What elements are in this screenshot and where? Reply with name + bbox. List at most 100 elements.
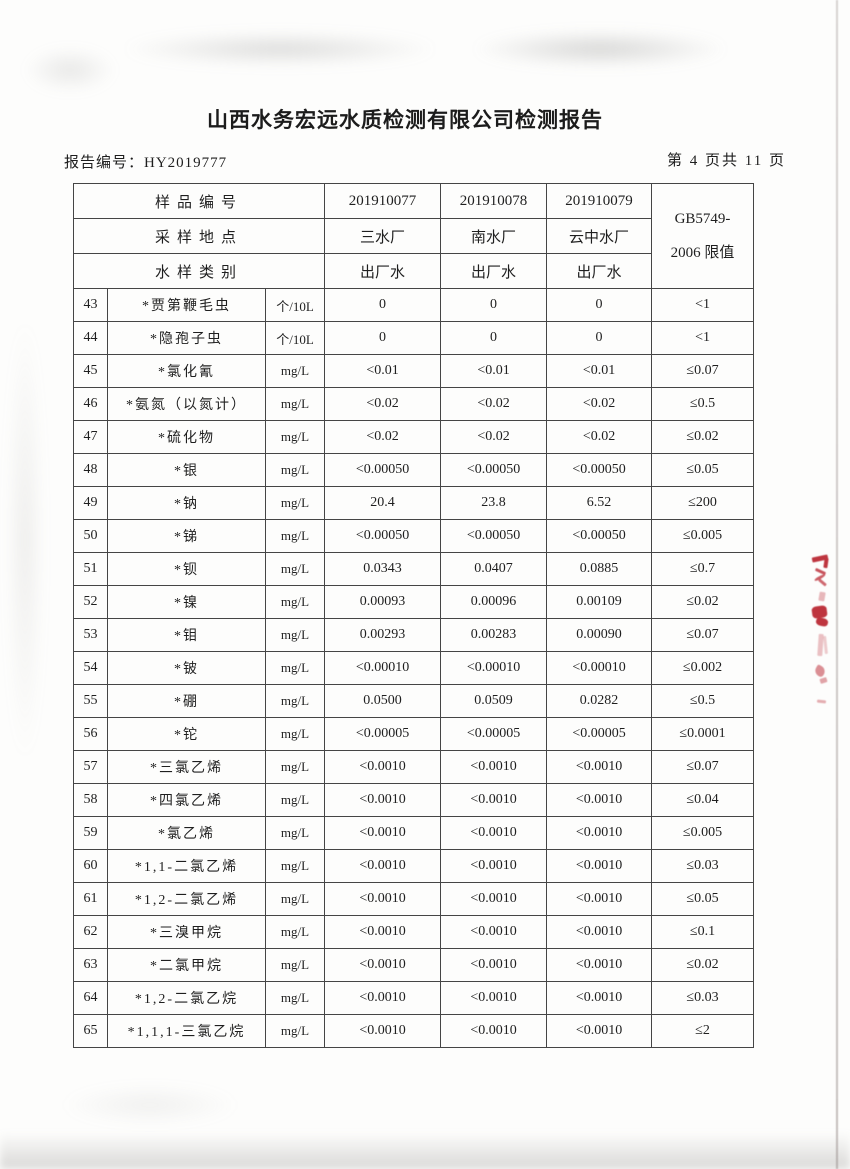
row-number: 60 xyxy=(73,849,108,883)
limit-standard-line2: 2006 限值 xyxy=(670,245,735,261)
limit-value: ≤0.03 xyxy=(651,849,755,883)
value-sample-3: <0.00050 xyxy=(546,519,653,553)
value-sample-1: 0.0500 xyxy=(324,684,442,718)
table-row: 49 *钠 mg/L 20.4 23.8 6.52 ≤200 xyxy=(73,486,755,520)
unit: mg/L xyxy=(264,486,326,520)
parameter-name: *硼 xyxy=(107,684,266,718)
row-number: 50 xyxy=(73,519,108,553)
value-sample-3: <0.0010 xyxy=(546,783,653,817)
limit-value: ≤0.02 xyxy=(651,948,755,982)
parameter-name: *锑 xyxy=(107,519,266,553)
value-sample-1: 20.4 xyxy=(324,486,442,520)
table-row: 64 *1,2-二氯乙烷 mg/L <0.0010 <0.0010 <0.001… xyxy=(73,981,755,1015)
limit-standard-line1: GB5749- xyxy=(674,211,731,227)
parameter-name: *铍 xyxy=(107,651,266,685)
table-row: 52 *镍 mg/L 0.00093 0.00096 0.00109 ≤0.02 xyxy=(73,585,755,619)
parameter-name: *硫化物 xyxy=(107,420,266,454)
table-row: 55 *硼 mg/L 0.0500 0.0509 0.0282 ≤0.5 xyxy=(73,684,755,718)
value-sample-3: 0.00090 xyxy=(546,618,653,652)
limit-value: ≤0.03 xyxy=(651,981,755,1015)
table-row: 57 *三氯乙烯 mg/L <0.0010 <0.0010 <0.0010 ≤0… xyxy=(73,750,755,784)
parameter-name: *氨氮（以氮计） xyxy=(107,387,266,421)
value-sample-3: 0.0885 xyxy=(546,552,653,586)
table-row: 58 *四氯乙烯 mg/L <0.0010 <0.0010 <0.0010 ≤0… xyxy=(73,783,755,817)
value-sample-3: <0.0010 xyxy=(546,750,653,784)
value-sample-3: 0 xyxy=(546,288,653,322)
limit-value: ≤0.02 xyxy=(651,420,755,454)
limit-value: ≤2 xyxy=(651,1014,755,1048)
results-table-body: 样品编号 201910077 201910078 201910079 GB574… xyxy=(72,183,755,1048)
scan-noise-bottom-band xyxy=(0,1132,850,1169)
parameter-name: *钼 xyxy=(107,618,266,652)
limit-value: ≤0.1 xyxy=(651,915,755,949)
value-sample-1: <0.0010 xyxy=(324,981,442,1015)
table-row: 46 *氨氮（以氮计） mg/L <0.02 <0.02 <0.02 ≤0.5 xyxy=(73,387,755,421)
value-sample-1: <0.00050 xyxy=(324,453,442,487)
parameter-name: *1,2-二氯乙烷 xyxy=(107,981,266,1015)
table-row: 54 *铍 mg/L <0.00010 <0.00010 <0.00010 ≤0… xyxy=(73,651,755,685)
parameter-name: *四氯乙烯 xyxy=(107,783,266,817)
value-sample-1: <0.00010 xyxy=(324,651,442,685)
limit-value: ≤0.005 xyxy=(651,816,755,850)
table-row: 53 *钼 mg/L 0.00293 0.00283 0.00090 ≤0.07 xyxy=(73,618,755,652)
unit: mg/L xyxy=(264,750,326,784)
value-sample-2: <0.0010 xyxy=(440,981,548,1015)
report-number: 报告编号：HY2019777 xyxy=(64,155,228,171)
table-row: 50 *锑 mg/L <0.00050 <0.00050 <0.00050 ≤0… xyxy=(73,519,755,553)
parameter-name: *1,1-二氯乙烯 xyxy=(107,849,266,883)
parameter-name: *三溴甲烷 xyxy=(107,915,266,949)
header-row-sample-type: 水样类别 出厂水 出厂水 出厂水 xyxy=(72,253,754,289)
limit-value: <1 xyxy=(651,288,755,322)
value-sample-1: <0.0010 xyxy=(324,750,442,784)
unit: mg/L xyxy=(264,585,326,619)
unit: mg/L xyxy=(264,618,326,652)
table-row: 63 *二氯甲烷 mg/L <0.0010 <0.0010 <0.0010 ≤0… xyxy=(73,948,755,982)
parameter-name: *铊 xyxy=(107,717,266,751)
value-sample-2: <0.00005 xyxy=(440,717,548,751)
value-sample-3: <0.0010 xyxy=(546,816,653,850)
parameter-name: *钠 xyxy=(107,486,266,520)
header-row-sample-no: 样品编号 201910077 201910078 201910079 GB574… xyxy=(72,183,755,289)
unit: mg/L xyxy=(264,849,326,883)
value-sample-3: <0.0010 xyxy=(546,849,653,883)
value-sample-2: 0.00283 xyxy=(440,618,548,652)
row-number: 52 xyxy=(73,585,108,619)
results-table: 样品编号 201910077 201910078 201910079 GB574… xyxy=(72,183,755,1048)
value-sample-3: 0 xyxy=(546,321,653,355)
row-number: 58 xyxy=(73,783,108,817)
unit: mg/L xyxy=(264,717,326,751)
page-edge-shadow xyxy=(836,0,838,1169)
value-sample-1: <0.00005 xyxy=(324,717,442,751)
sample-type-2: 出厂水 xyxy=(440,253,548,289)
sample-type-3: 出厂水 xyxy=(546,253,653,289)
table-row: 62 *三溴甲烷 mg/L <0.0010 <0.0010 <0.0010 ≤0… xyxy=(73,915,755,949)
limit-value: ≤0.7 xyxy=(651,552,755,586)
value-sample-3: <0.0010 xyxy=(546,1014,653,1048)
unit: mg/L xyxy=(264,684,326,718)
parameter-name: *氯乙烯 xyxy=(107,816,266,850)
value-sample-2: <0.0010 xyxy=(440,783,548,817)
unit: mg/L xyxy=(264,882,326,916)
value-sample-3: <0.02 xyxy=(546,420,653,454)
value-sample-1: 0 xyxy=(324,288,442,322)
value-sample-3: <0.00010 xyxy=(546,651,653,685)
unit: mg/L xyxy=(264,816,326,850)
parameter-name: *二氯甲烷 xyxy=(107,948,266,982)
value-sample-2: <0.0010 xyxy=(440,915,548,949)
parameter-name: *三氯乙烯 xyxy=(107,750,266,784)
value-sample-2: 0.0509 xyxy=(440,684,548,718)
limit-value: ≤0.5 xyxy=(651,387,755,421)
limit-value: ≤200 xyxy=(651,486,755,520)
value-sample-2: 0.00096 xyxy=(440,585,548,619)
value-sample-1: 0.0343 xyxy=(324,552,442,586)
limit-value: ≤0.005 xyxy=(651,519,755,553)
row-number: 46 xyxy=(73,387,108,421)
row-number: 43 xyxy=(73,288,108,322)
value-sample-1: <0.00050 xyxy=(324,519,442,553)
limit-value: ≤0.07 xyxy=(651,354,755,388)
value-sample-2: <0.0010 xyxy=(440,1014,548,1048)
value-sample-3: <0.00005 xyxy=(546,717,653,751)
value-sample-1: 0.00093 xyxy=(324,585,442,619)
row-number: 63 xyxy=(73,948,108,982)
row-number: 49 xyxy=(73,486,108,520)
